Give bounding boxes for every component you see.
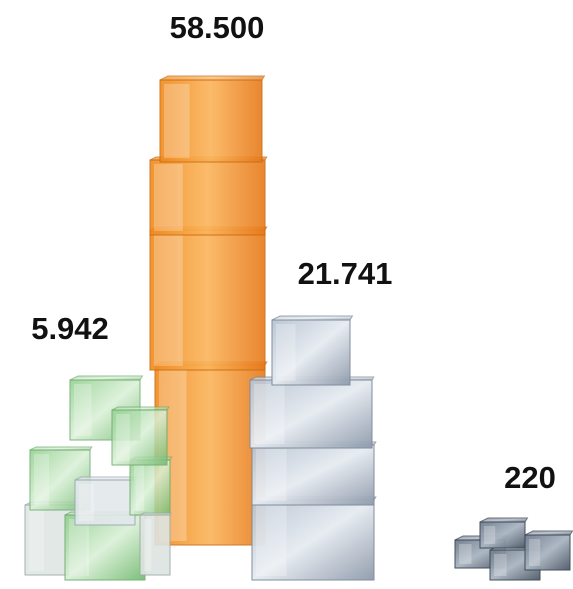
cube-face <box>256 504 287 576</box>
cube-face <box>154 164 183 231</box>
cube-face <box>79 484 94 521</box>
cube-face <box>74 384 92 436</box>
cube-face <box>69 519 89 576</box>
cube-face <box>494 554 507 576</box>
cube-face <box>134 464 144 511</box>
value-label: 58.500 <box>170 10 265 45</box>
cube-face <box>459 544 472 564</box>
cube-face <box>525 531 572 535</box>
cube-face <box>112 407 169 410</box>
cube-face <box>70 376 142 380</box>
cube-face <box>272 316 352 320</box>
value-label: 5.942 <box>31 311 109 346</box>
cube-face <box>529 539 540 566</box>
cube-face <box>160 76 264 80</box>
cube-face <box>480 518 527 522</box>
cube-face <box>164 84 190 158</box>
infographic: 58.500 21.741 5.942 220 <box>0 0 573 589</box>
cube-face <box>75 477 137 480</box>
cube-face <box>30 447 92 450</box>
cube-face <box>140 513 171 515</box>
cube-face <box>154 234 183 366</box>
cube-face <box>116 414 130 461</box>
cube-face <box>29 509 44 571</box>
cube-face <box>484 526 495 544</box>
value-label: 220 <box>504 460 556 495</box>
cube-face <box>254 384 285 444</box>
cube-face <box>276 324 296 381</box>
value-label: 21.741 <box>298 256 393 291</box>
cube-face <box>256 449 287 501</box>
cube-face <box>34 454 49 506</box>
cube-face <box>144 519 152 571</box>
